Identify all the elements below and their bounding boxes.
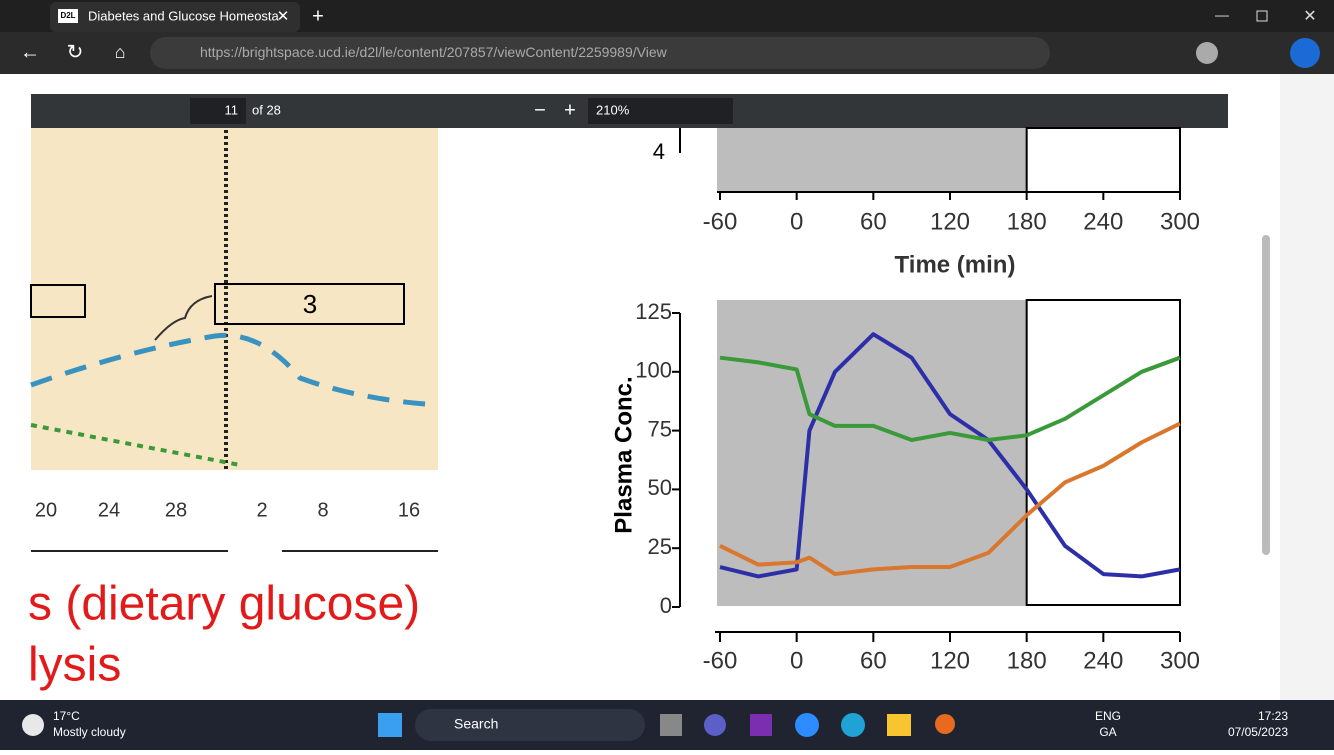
y-label: Plasma Conc. bbox=[610, 376, 637, 533]
x-tick-label: 60 bbox=[860, 647, 887, 674]
x-tick-label: 0 bbox=[790, 647, 803, 674]
x-tick-label: 180 bbox=[1007, 647, 1047, 674]
axis-label: 28 bbox=[165, 499, 187, 521]
box bbox=[30, 284, 86, 318]
line bbox=[719, 421, 1181, 577]
close[interactable]: ✕ bbox=[1303, 8, 1316, 25]
line bbox=[719, 355, 1181, 443]
red-text: lysis bbox=[28, 639, 121, 692]
shaded-region bbox=[717, 300, 1027, 606]
box-label: 3 bbox=[303, 289, 317, 319]
zoom-out[interactable]: − bbox=[534, 99, 546, 121]
y-tick-label: 0 bbox=[660, 593, 672, 618]
box bbox=[214, 283, 405, 325]
weather: Mostly cloudy bbox=[53, 725, 126, 739]
app[interactable] bbox=[704, 714, 726, 736]
app[interactable] bbox=[750, 714, 772, 736]
page-number: 11 bbox=[225, 102, 239, 117]
red-text: s (dietary glucose) bbox=[28, 578, 420, 631]
search: Search bbox=[454, 716, 498, 732]
tab-icon bbox=[58, 9, 78, 23]
upper-y-tick: 4 bbox=[653, 139, 665, 164]
maximize[interactable] bbox=[1256, 10, 1268, 22]
x-tick-label: 120 bbox=[930, 208, 970, 235]
axis-label: 8 bbox=[317, 499, 328, 521]
x-tick-label: 300 bbox=[1160, 208, 1200, 235]
x-tick-label: 180 bbox=[1007, 208, 1047, 235]
x-tick-label: -60 bbox=[703, 647, 738, 674]
bing[interactable] bbox=[1290, 38, 1320, 68]
home[interactable]: ⌂ bbox=[115, 42, 126, 62]
axis-label: 16 bbox=[398, 499, 420, 521]
weather-icon bbox=[22, 714, 44, 736]
x-tick-label: 60 bbox=[860, 208, 887, 235]
tab-icon-text: D2L bbox=[60, 11, 75, 20]
page-input[interactable] bbox=[190, 98, 246, 124]
dashed-curve bbox=[30, 332, 439, 408]
x-tick-label: 300 bbox=[1160, 647, 1200, 674]
app[interactable] bbox=[935, 714, 955, 734]
tab-close[interactable]: ✕ bbox=[277, 8, 290, 25]
app[interactable] bbox=[795, 713, 819, 737]
app[interactable] bbox=[887, 714, 911, 736]
page-total: of 28 bbox=[252, 102, 281, 117]
sidebar bbox=[1280, 74, 1334, 700]
profile[interactable] bbox=[1196, 42, 1218, 64]
date: 07/05/2023 bbox=[1228, 725, 1288, 739]
zoom-select[interactable] bbox=[588, 98, 733, 124]
shaded-region bbox=[717, 128, 1027, 192]
url-path: /d2l/le/content/207857/viewContent/22599… bbox=[356, 44, 668, 60]
plot-frame bbox=[1025, 299, 1181, 606]
new-tab[interactable]: + bbox=[312, 5, 324, 27]
url: https://brightspace.ucd.ie/d2l/le/conten… bbox=[200, 44, 668, 60]
refresh[interactable]: ↻ bbox=[67, 41, 84, 63]
y-tick-label: 75 bbox=[648, 416, 672, 441]
start[interactable] bbox=[378, 713, 402, 737]
back[interactable]: ← bbox=[20, 41, 40, 63]
y-tick-label: 25 bbox=[648, 534, 672, 559]
x-tick-label: 120 bbox=[930, 647, 970, 674]
axis-label: 24 bbox=[98, 499, 120, 521]
url-host: https://brightspace.ucd.ie bbox=[200, 44, 356, 60]
y-tick-label: 100 bbox=[635, 358, 672, 383]
address-bar[interactable] bbox=[150, 37, 1050, 69]
app[interactable] bbox=[660, 714, 682, 736]
zoom: 210% bbox=[596, 102, 630, 117]
upper-x-label: Time (min) bbox=[895, 251, 1016, 278]
figure-left-bg bbox=[31, 128, 438, 470]
axis-label: 2 bbox=[256, 499, 267, 521]
axis-label: 20 bbox=[35, 499, 57, 521]
temp: 17°C bbox=[53, 709, 80, 723]
x-tick-label: -60 bbox=[703, 208, 738, 235]
line bbox=[719, 332, 1181, 579]
minimize[interactable]: — bbox=[1215, 7, 1229, 23]
x-tick-label: 240 bbox=[1083, 647, 1123, 674]
y-tick-label: 50 bbox=[648, 475, 672, 500]
app[interactable] bbox=[841, 713, 865, 737]
arrow bbox=[154, 295, 213, 341]
time: 17:23 bbox=[1258, 709, 1288, 723]
zoom-in[interactable]: + bbox=[564, 99, 576, 121]
region: GA bbox=[1099, 725, 1116, 739]
x-tick-label: 240 bbox=[1083, 208, 1123, 235]
scrollbar[interactable] bbox=[1262, 235, 1270, 555]
tab[interactable] bbox=[50, 2, 300, 32]
y-tick-label: 125 bbox=[635, 299, 672, 324]
x-tick-label: 0 bbox=[790, 208, 803, 235]
lang: ENG bbox=[1095, 709, 1121, 723]
search-box[interactable] bbox=[415, 709, 645, 741]
tab-title: Diabetes and Glucose Homeosta bbox=[88, 8, 280, 23]
